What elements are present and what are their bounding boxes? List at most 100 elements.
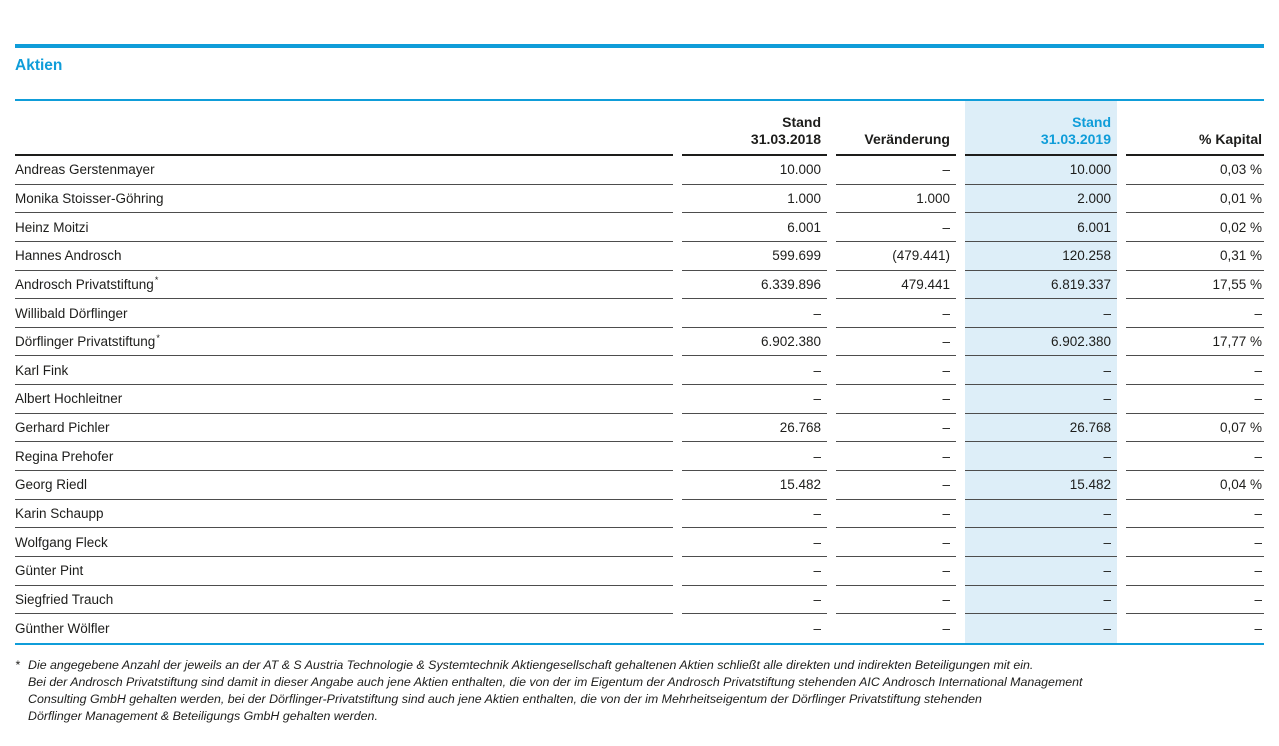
table-row: Hannes Androsch 599.699 (479.441) 120.25…: [15, 241, 1264, 271]
table-row: Andreas Gerstenmayer 10.000 – 10.000 0,0…: [15, 156, 1264, 185]
cell-kapital-pct: –: [1126, 557, 1264, 586]
table-row: Androsch Privatstiftung* 6.339.896 479.4…: [15, 270, 1264, 300]
cell-shareholder-name: Albert Hochleitner: [15, 385, 673, 414]
cell-stand-2018: 6.001: [682, 213, 827, 242]
cell-veraenderung: –: [836, 500, 956, 529]
cell-kapital-pct: 17,55 %: [1126, 271, 1264, 300]
cell-shareholder-name: Georg Riedl: [15, 471, 673, 500]
table-row: Willibald Dörflinger – – – –: [15, 299, 1264, 328]
shareholdings-table: Stand 31.03.2018 Veränderung Stand 31.03…: [15, 101, 1264, 645]
cell-stand-2019: 26.768: [965, 413, 1117, 443]
cell-veraenderung: 1.000: [836, 185, 956, 214]
section-top-rule: [15, 44, 1264, 48]
cell-veraenderung: –: [836, 528, 956, 557]
cell-stand-2018: 6.339.896: [682, 271, 827, 300]
table-body: Andreas Gerstenmayer 10.000 – 10.000 0,0…: [15, 156, 1264, 643]
cell-kapital-pct: 0,02 %: [1126, 213, 1264, 242]
cell-stand-2018: –: [813, 621, 821, 637]
cell-veraenderung: –: [836, 414, 956, 443]
cell-stand-2018: –: [682, 586, 827, 615]
header-stand-2018: Stand 31.03.2018: [682, 101, 827, 156]
cell-shareholder-name: Günter Pint: [15, 557, 673, 586]
cell-kapital-pct: 0,03 %: [1126, 156, 1264, 185]
footnote-lines: Die angegebene Anzahl der jeweils an der…: [28, 657, 1264, 725]
header-veraenderung: Veränderung: [836, 101, 956, 156]
cell-kapital-pct: 0,01 %: [1126, 185, 1264, 214]
table-row: Karl Fink – – – –: [15, 356, 1264, 386]
cell-shareholder-name: Andreas Gerstenmayer: [15, 156, 673, 185]
cell-stand-2019: –: [965, 442, 1117, 472]
cell-shareholder-name: Dörflinger Privatstiftung*: [15, 328, 673, 357]
cell-veraenderung: –: [836, 586, 956, 615]
cell-shareholder-name: Siegfried Trauch: [15, 586, 673, 615]
cell-kapital-pct: –: [1126, 299, 1264, 328]
cell-veraenderung: –: [942, 621, 950, 637]
cell-stand-2019: –: [965, 299, 1117, 328]
header-stand-2018-line2: 31.03.2018: [750, 131, 821, 147]
cell-stand-2019: 2.000: [965, 184, 1117, 214]
footnote: * Die angegebene Anzahl der jeweils an d…: [15, 657, 1264, 725]
footnote-line: Die angegebene Anzahl der jeweils an der…: [28, 657, 1034, 672]
cell-kapital-pct: 17,77 %: [1126, 328, 1264, 357]
cell-stand-2018: –: [682, 528, 827, 557]
table-row: Gerhard Pichler 26.768 – 26.768 0,07 %: [15, 413, 1264, 443]
cell-shareholder-name: Regina Prehofer: [15, 442, 673, 472]
footnote-line: Dörflinger Management & Beteiligungs Gmb…: [28, 708, 378, 723]
cell-stand-2019: 6.902.380: [965, 327, 1117, 357]
cell-stand-2018: 1.000: [682, 185, 827, 214]
table-header-row: Stand 31.03.2018 Veränderung Stand 31.03…: [15, 101, 1264, 156]
cell-stand-2018: 6.902.380: [682, 328, 827, 357]
table-row: Monika Stoisser-Göhring 1.000 1.000 2.00…: [15, 184, 1264, 214]
cell-stand-2019: –: [965, 499, 1117, 529]
table-row: Albert Hochleitner – – – –: [15, 385, 1264, 414]
cell-veraenderung: (479.441): [836, 242, 956, 271]
cell-stand-2018: 10.000: [682, 156, 827, 185]
table-row: Karin Schaupp – – – –: [15, 499, 1264, 529]
table-row: Wolfgang Fleck – – – –: [15, 528, 1264, 557]
cell-kapital-pct: –: [1126, 385, 1264, 414]
cell-stand-2019: 6.001: [965, 213, 1117, 242]
cell-veraenderung: –: [836, 471, 956, 500]
shareholder-footnote-marker: *: [156, 332, 160, 343]
cell-shareholder-name: Wolfgang Fleck: [15, 528, 673, 557]
cell-veraenderung: –: [836, 213, 956, 242]
cell-stand-2018: –: [682, 385, 827, 414]
cell-kapital-pct: 0,31 %: [1126, 242, 1264, 271]
cell-veraenderung: –: [836, 156, 956, 185]
cell-kapital-pct: –: [1254, 621, 1262, 637]
section-title: Aktien: [15, 57, 63, 74]
header-stand-2019-line1: Stand: [1072, 114, 1111, 130]
page-content: Aktien Stand 31.03.2018 Veränderung Stan…: [15, 0, 1264, 725]
cell-veraenderung: –: [836, 385, 956, 414]
cell-kapital-pct: –: [1126, 500, 1264, 529]
header-stand-2019-line2: 31.03.2019: [1040, 131, 1111, 147]
header-stand-2019: Stand 31.03.2019: [965, 101, 1117, 156]
cell-stand-2018: –: [682, 557, 827, 586]
table-row: Heinz Moitzi 6.001 – 6.001 0,02 %: [15, 213, 1264, 242]
footnote-asterisk: *: [15, 657, 20, 672]
cell-stand-2019: –: [965, 528, 1117, 557]
header-kapital-pct: % Kapital: [1126, 101, 1264, 156]
cell-stand-2019: 15.482: [965, 471, 1117, 500]
cell-veraenderung: –: [836, 328, 956, 357]
cell-kapital-pct: –: [1126, 528, 1264, 557]
cell-veraenderung: –: [836, 442, 956, 472]
cell-stand-2018: –: [682, 442, 827, 472]
cell-stand-2019: –: [965, 356, 1117, 386]
shareholder-footnote-marker: *: [154, 275, 159, 286]
cell-stand-2019: –: [965, 614, 1117, 643]
cell-shareholder-name: Androsch Privatstiftung*: [15, 271, 673, 300]
cell-shareholder-name: Hannes Androsch: [15, 242, 673, 271]
cell-kapital-pct: –: [1126, 356, 1264, 386]
table-row: Georg Riedl 15.482 – 15.482 0,04 %: [15, 471, 1264, 500]
section-divider-rule: [15, 99, 1264, 101]
cell-kapital-pct: –: [1126, 442, 1264, 472]
header-stand-2018-line1: Stand: [782, 114, 821, 130]
cell-stand-2018: –: [682, 356, 827, 386]
footnote-line: Bei der Androsch Privatstiftung sind dam…: [28, 674, 1083, 689]
table-row: Günther Wölfler – – – –: [15, 614, 1264, 643]
cell-shareholder-name: Willibald Dörflinger: [15, 299, 673, 328]
cell-shareholder-name: Karl Fink: [15, 356, 673, 386]
cell-kapital-pct: –: [1126, 586, 1264, 615]
